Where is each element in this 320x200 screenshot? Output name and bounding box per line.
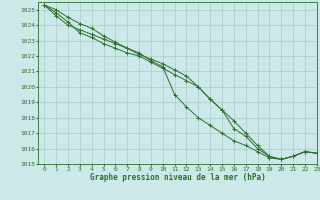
X-axis label: Graphe pression niveau de la mer (hPa): Graphe pression niveau de la mer (hPa) <box>90 173 266 182</box>
